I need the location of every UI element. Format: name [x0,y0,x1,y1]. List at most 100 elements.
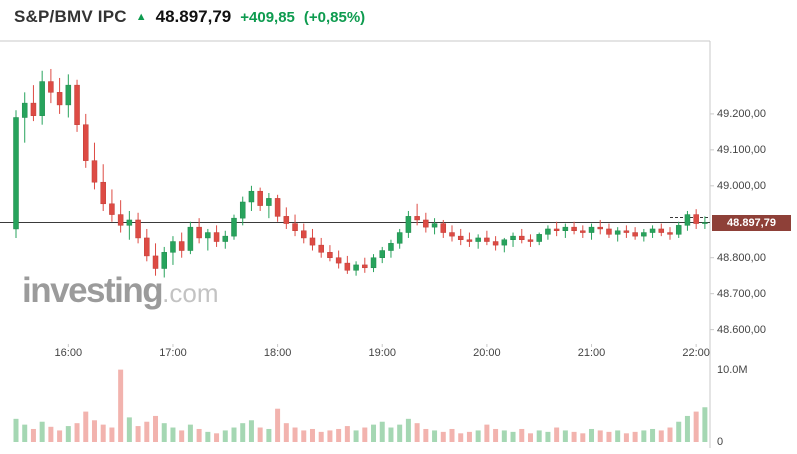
candle-body [274,198,281,217]
y-axis-label: 48.700,00 [717,287,766,300]
candle-body [614,230,621,235]
candle-body [588,226,595,233]
candle-body [431,223,438,228]
volume-bar [405,418,411,442]
x-axis-label: 18:00 [263,347,292,359]
candle-body [370,257,377,269]
volume-bar [527,433,533,442]
volume-bar [301,430,307,442]
candle-body [632,232,638,237]
candle-body [405,216,412,233]
candle-body [327,252,333,258]
volume-bar [283,423,289,442]
volume-bar [440,431,446,442]
volume-bar [161,423,167,442]
volume-bar [493,428,499,442]
volume-bar [248,420,254,442]
volume-bar [240,423,246,442]
volume-bar [170,427,176,442]
x-axis-label: 21:00 [577,347,606,359]
candle-body [213,232,220,242]
symbol-name: S&P/BMV IPC [14,7,127,26]
volume-bar [292,427,298,442]
volume-bar [545,431,551,442]
candle-body [170,241,176,253]
candle-body [56,92,63,106]
candle-body [109,203,115,215]
candle-body [205,232,211,239]
volume-bar [484,424,490,442]
volume-bar [100,424,106,442]
candle-body [239,201,246,219]
candle-body [309,237,316,246]
candle-body [440,223,447,233]
candle-body [597,226,603,230]
candle-body [353,264,359,271]
volume-bar [318,431,324,442]
candle-body [449,232,455,237]
candle-body [39,81,45,116]
volume-bar [91,420,97,442]
candle-body [222,235,229,242]
last-price-tag: 48.897,79 [712,214,791,231]
candle-body [545,228,551,235]
volume-bar [118,369,124,442]
volume-bar [39,421,45,442]
volume-axis-label: 0 [717,436,724,448]
candle-body [571,226,577,231]
candle-body [231,217,237,237]
volume-bar [214,433,220,442]
volume-bar [57,430,63,442]
volume-bar [632,431,638,442]
volume-bar [501,430,507,442]
volume-bar [353,430,359,442]
candle-body [475,237,481,242]
volume-bar [222,430,228,442]
volume-bar [519,428,525,442]
candle-body [501,239,508,246]
candle-body [91,160,98,183]
candle-body [553,228,560,231]
volume-bar [702,407,708,442]
candle-body [423,219,429,228]
volume-bar [126,417,132,442]
candle-body [248,190,255,203]
volume-bar [257,427,263,442]
y-axis-label: 48.800,00 [717,251,766,264]
volume-bar [536,430,542,442]
x-axis-label: 22:00 [682,347,710,359]
candle-body [144,237,150,257]
volume-bar [13,418,19,442]
candle-body [649,228,656,233]
volume-bar [309,428,315,442]
candle-body [484,237,490,242]
x-axis-label: 17:00 [159,347,187,359]
volume-bar [336,428,342,442]
candle-body [684,214,691,226]
logo-brand-text: investing [22,271,164,310]
candle-body [292,223,298,232]
volume-bar [562,430,568,442]
volume-bar [641,430,647,442]
volume-bar [589,428,595,442]
candle-body [388,243,394,251]
candle-body [126,219,133,226]
price-change: +409,85 [240,9,295,26]
volume-bar [623,433,629,442]
candle-body [152,255,159,269]
volume-bar [22,424,28,442]
volume-bar [179,430,185,442]
volume-bar [580,433,586,442]
candle-body [335,257,342,264]
volume-bar [65,426,71,442]
volume-bar [432,430,438,442]
candle-body [83,124,89,161]
candle-body [187,226,194,251]
candle-body [580,230,586,233]
price-up-arrow-icon: ▲ [135,11,147,23]
price-change-percent: (+0,85%) [303,9,366,26]
candle-body [74,84,80,125]
candle-body [675,225,682,235]
candle-body [161,252,167,269]
